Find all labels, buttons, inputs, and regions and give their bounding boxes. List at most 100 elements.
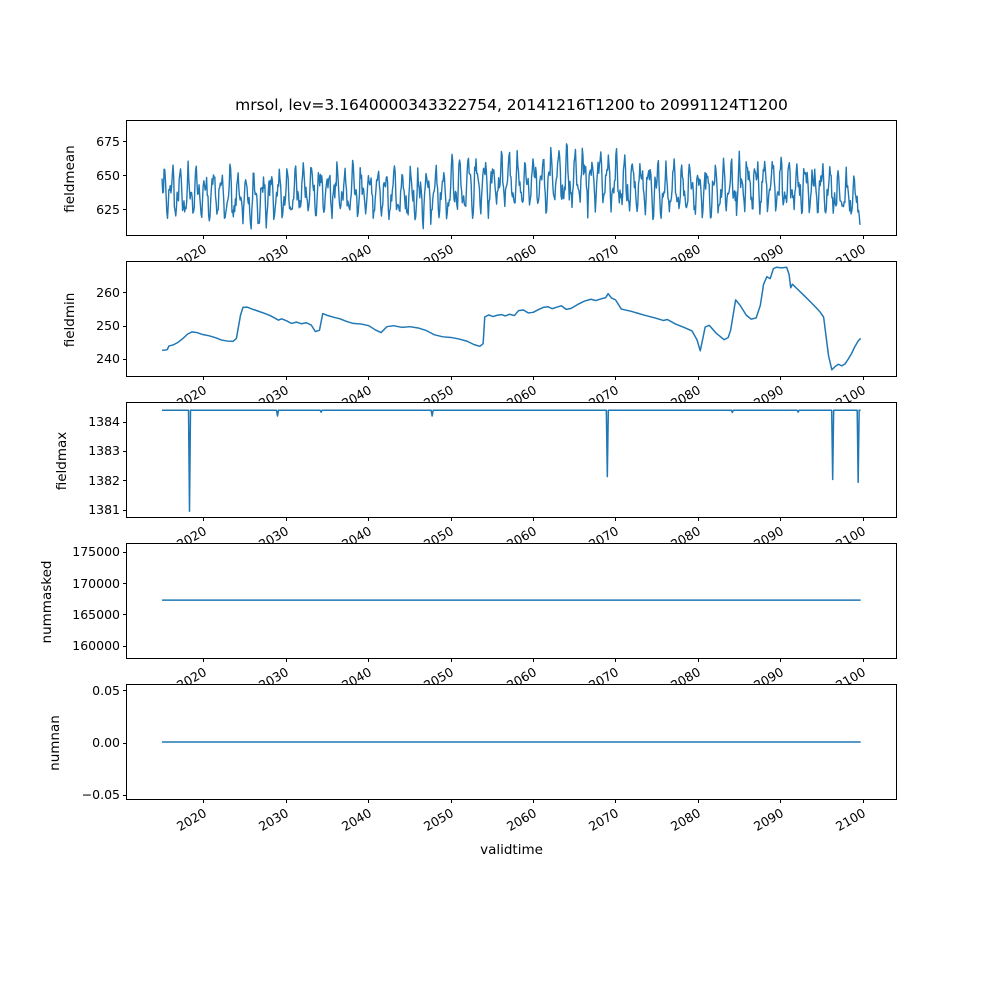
- x-tick: [862, 799, 864, 803]
- y-tick: [123, 794, 127, 796]
- x-tick: [450, 235, 452, 239]
- y-tick: [123, 583, 127, 584]
- x-tick: [368, 235, 370, 239]
- y-tick-label: 175000: [72, 544, 120, 560]
- x-tick: [533, 658, 535, 662]
- y-tick-label: 650: [96, 167, 120, 183]
- x-tick: [780, 235, 782, 239]
- y-tick-label: 1384: [88, 414, 120, 430]
- x-tick: [450, 517, 452, 521]
- plot-area: [162, 741, 861, 743]
- plot-area: [162, 266, 862, 371]
- x-tick: [697, 658, 699, 662]
- y-tick-label: 250: [96, 318, 120, 334]
- y-axis-title-fieldmax: fieldmax: [54, 431, 71, 491]
- x-tick: [368, 658, 370, 662]
- x-tick: [533, 799, 535, 803]
- y-tick-label: 1381: [88, 502, 120, 518]
- x-tick: [780, 799, 782, 803]
- x-tick: [533, 376, 535, 380]
- y-tick-label: 0.05: [92, 682, 120, 698]
- y-tick: [123, 690, 127, 692]
- y-tick: [123, 421, 127, 423]
- series-line-fieldmin: [162, 266, 862, 371]
- y-tick: [123, 292, 127, 294]
- y-tick-label: 160000: [72, 638, 120, 654]
- x-tick: [697, 376, 699, 380]
- y-tick-label: 625: [96, 201, 120, 217]
- y-tick-label: 165000: [72, 606, 120, 622]
- y-axis-title-fieldmin: fieldmin: [61, 292, 78, 348]
- panel-numnan: 2020 2030 2040 2050 2060 2070 2080 2090 2100 −0.0…: [47, 683, 897, 834]
- series-line-fieldmax: [162, 409, 861, 512]
- x-tick: [615, 376, 617, 380]
- x-tick: [368, 799, 370, 803]
- x-tick: [203, 799, 205, 803]
- y-tick: [123, 325, 127, 327]
- y-tick: [123, 209, 127, 211]
- x-tick: [780, 376, 782, 380]
- x-tick: [450, 658, 452, 662]
- y-axis-title-numnan: numnan: [46, 715, 63, 771]
- y-axis-title-nummasked: nummasked: [38, 560, 55, 644]
- x-tick: [862, 235, 864, 239]
- y-tick: [123, 175, 127, 177]
- y-tick-label: 260: [96, 284, 120, 300]
- y-tick: [123, 450, 127, 452]
- y-tick-label: 1383: [88, 443, 120, 459]
- x-tick: [862, 517, 864, 521]
- x-tick: [203, 517, 205, 521]
- y-tick: [123, 358, 127, 360]
- x-tick: [203, 235, 205, 239]
- x-tick: [450, 376, 452, 380]
- chart-title: mrsol, lev=3.1640000343322754, 20141216T…: [235, 96, 788, 114]
- x-tick: [285, 235, 287, 239]
- x-tick: [285, 658, 287, 662]
- y-tick-label: 675: [96, 133, 120, 149]
- x-tick: [533, 235, 535, 239]
- x-tick: [285, 799, 287, 803]
- x-tick: [368, 376, 370, 380]
- x-tick: [615, 799, 617, 803]
- y-tick-label: 170000: [72, 575, 120, 591]
- y-tick: [123, 480, 127, 482]
- panel-nummasked: 2020 2030 2040 2050 2060 2070 2080 2090 2100 1600…: [39, 543, 897, 693]
- y-tick: [123, 141, 127, 143]
- plot-area: [162, 409, 861, 512]
- x-tick: [450, 799, 452, 803]
- x-tick: [780, 658, 782, 662]
- x-tick: [615, 658, 617, 662]
- x-tick: [533, 517, 535, 521]
- y-tick: [123, 509, 127, 511]
- series-line-fieldmean: [161, 143, 861, 230]
- x-tick: [615, 517, 617, 521]
- y-tick-label: −0.05: [81, 787, 120, 803]
- x-tick: [862, 376, 864, 380]
- x-axis-title: validtime: [480, 842, 543, 858]
- y-tick: [123, 742, 127, 744]
- y-tick-label: 240: [96, 351, 120, 367]
- x-tick: [285, 517, 287, 521]
- y-tick: [123, 645, 127, 647]
- x-tick: [203, 376, 205, 380]
- y-tick-label: 1382: [88, 472, 120, 488]
- x-tick: [368, 517, 370, 521]
- y-tick: [123, 551, 127, 553]
- y-tick: [123, 614, 127, 616]
- panel-fieldmin: 2020 2030 2040 2050 2060 2070 2080 2090 2100 240 2…: [62, 261, 897, 411]
- x-tick: [203, 658, 205, 662]
- plot-area: [162, 599, 861, 601]
- x-tick: [615, 235, 617, 239]
- x-tick: [697, 235, 699, 239]
- plot-area: [161, 143, 861, 230]
- x-tick: [285, 376, 287, 380]
- x-tick: [697, 799, 699, 803]
- x-tick: [862, 658, 864, 662]
- panel-fieldmean: 2020 2030 2040 2050 2060 2070 2080 2090 2100 625 6…: [62, 120, 897, 270]
- x-tick: [780, 517, 782, 521]
- panel-fieldmax: 2020 2030 2040 2050 2060 2070 2080 2090 2100 1381…: [54, 402, 897, 552]
- y-axis-title-fieldmean: fieldmean: [61, 145, 78, 213]
- y-tick-label: 0.00: [92, 735, 120, 750]
- x-tick: [697, 517, 699, 521]
